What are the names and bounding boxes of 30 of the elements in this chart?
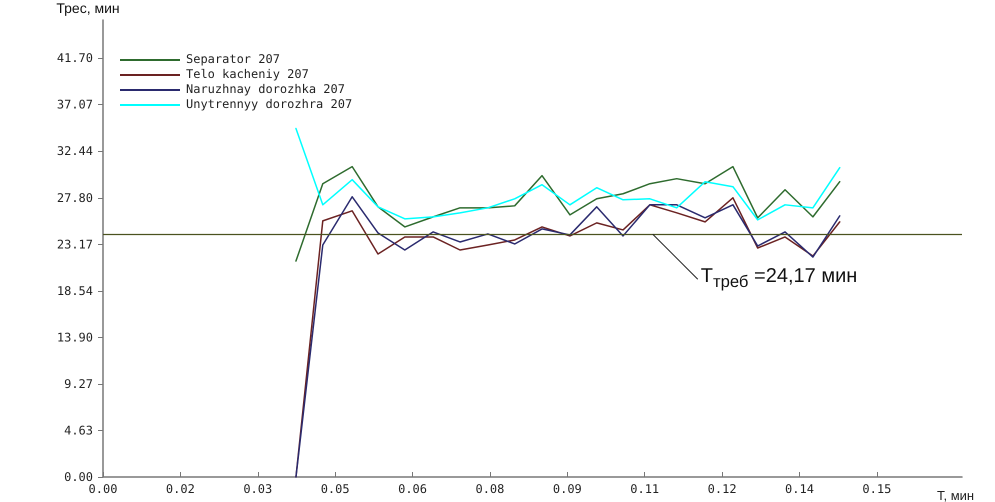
y-tick-label: 4.63 [64, 423, 93, 438]
y-tick-label: 27.80 [56, 190, 93, 205]
y-tick-label: 37.07 [56, 98, 93, 112]
y-tick-label: 0.00 [64, 470, 93, 484]
y-tick-label: 23.17 [56, 237, 93, 252]
legend-label: Unytrennyy dorozhra 207 [186, 97, 352, 112]
x-tick-label: 0.08 [475, 482, 504, 496]
line-series [295, 166, 840, 262]
legend-label: Telo kacheniy 207 [186, 67, 309, 82]
y-tick-label: 13.90 [56, 330, 93, 344]
y-axis-title: Трес, мин [56, 0, 120, 16]
x-tick-label: 0.12 [708, 482, 737, 496]
line-series [295, 128, 840, 221]
x-axis-title: T, мин [937, 488, 974, 502]
y-tick-label: 32.44 [56, 144, 93, 158]
x-tick-label: 0.00 [88, 482, 118, 496]
x-tick-label: 0.11 [630, 482, 660, 496]
y-tick-label: 41.70 [56, 51, 93, 66]
x-tick-label: 0.06 [398, 482, 428, 496]
legend-label: Naruzhnay dorozhka 207 [186, 82, 345, 97]
x-tick-label: 0.14 [785, 482, 814, 496]
x-tick-label: 0.15 [862, 482, 892, 496]
ref-line-label: T$_{треб}$ =24,17 мин [700, 265, 858, 292]
x-tick-label: 0.02 [166, 482, 195, 496]
y-tick-label: 18.54 [56, 284, 93, 298]
y-tick-label: 9.27 [64, 376, 93, 391]
legend-label: Separator 207 [186, 52, 280, 67]
x-tick-label: 0.03 [243, 482, 272, 496]
x-tick-label: 0.05 [320, 482, 350, 496]
x-tick-label: 0.09 [552, 482, 582, 496]
